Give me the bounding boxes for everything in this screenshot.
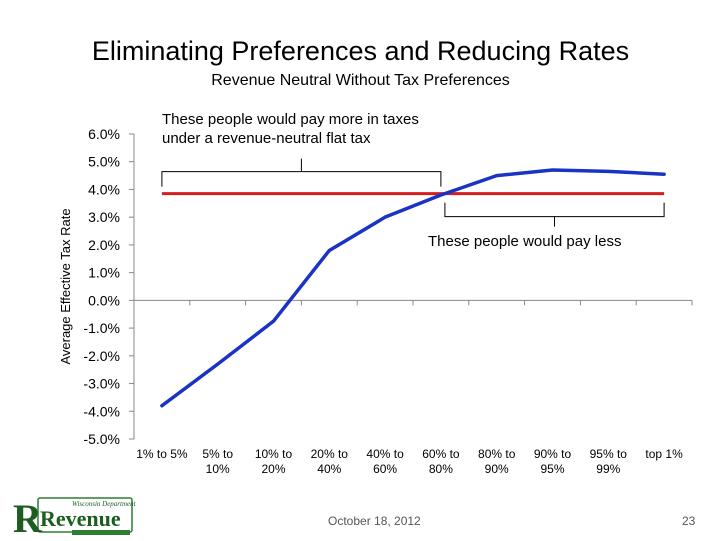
pay-less-annotation: These people would pay less [428,233,622,250]
x-tick-label-line: 90% to [534,447,572,461]
y-tick-label: 1.0% [88,265,120,281]
x-tick-label-line: 95% [540,462,564,476]
brackets [161,158,665,227]
x-tick-label-line: top 1% [645,447,683,461]
data-point [160,404,164,408]
y-axis: 6.0% 5.0% 4.0% 3.0% 2.0% 1.0% 0.0% -1.0% -2.0% -3… [58,126,135,447]
slide-date: October 18, 2012 [328,514,421,528]
x-tick-label-line: 40% [317,462,341,476]
x-tick-label: 95% to 99% [590,447,628,476]
y-tick-label: 2.0% [88,237,120,253]
pay-more-annotation: These people would pay more in taxes und… [162,110,419,148]
x-tick-label-line: 1% to 5% [136,447,188,461]
slide-subtitle: Revenue Neutral Without Tax Preferences [211,72,510,89]
data-point [216,362,220,366]
x-axis: 1% to 5% 5% to 10%10% to 20%20% to 40%40% to… [133,299,693,476]
x-tick-label-line: 40% to [366,447,404,461]
data-point [606,169,610,173]
y-tick-label: -3.0% [83,376,120,392]
x-tick-label-line: 10% to [255,447,293,461]
logo-top-text: Wisconsin Department of [72,500,136,508]
pay-more-bracket [161,158,442,187]
x-tick-label-line: 20% [261,462,285,476]
effective-tax-rate-line [160,168,666,408]
x-tick-label-line: 80% to [478,447,516,461]
x-tick-label: 80% to 90% [478,447,516,476]
x-tick-label: 90% to 95% [534,447,572,476]
data-point [272,319,275,323]
y-tick-label: -2.0% [83,348,120,364]
series [160,168,666,408]
x-tick-label: 5% to 10% [202,447,233,476]
pay-less-bracket [444,202,665,227]
y-tick-label: -4.0% [83,403,120,419]
x-tick-label-line: 90% [485,462,509,476]
x-tick-label-line: 80% [429,462,453,476]
slide-page-number: 23 [682,514,696,528]
x-tick-label-line: 60% to [422,447,460,461]
y-tick-label: 0.0% [88,292,120,308]
y-tick-label: 3.0% [88,209,120,225]
slide-title: Eliminating Preferences and Reducing Rat… [91,36,630,66]
data-point [439,193,443,197]
x-tick-label: 1% to 5% [136,447,188,461]
y-tick-label: 5.0% [88,154,120,170]
y-tick-label: -5.0% [83,431,120,447]
x-tick-label: top 1% [645,447,683,461]
logo-initial: R [13,496,43,538]
x-tick-label-line: 5% to [202,447,233,461]
x-tick-label: 10% to 20% [255,447,293,476]
logo-main-text: Revenue [40,506,121,531]
data-point [383,215,387,219]
y-tick-label: 4.0% [88,181,120,197]
x-tick-label-line: 60% [373,462,397,476]
x-tick-label: 20% to 40% [311,447,349,476]
data-point [327,248,331,252]
x-tick-label: 40% to 60% [366,447,404,476]
x-tick-label-line: 10% [206,462,230,476]
x-tick-label-line: 20% to [311,447,349,461]
x-tick-label-line: 95% to [590,447,628,461]
wisconsin-revenue-logo: R Wisconsin Department of Revenue [13,496,136,538]
pay-more-line-1: These people would pay more in taxes [162,111,419,128]
x-tick-label: 60% to 80% [422,447,460,476]
y-axis-title: Average Effective Tax Rate [58,208,73,364]
y-tick-label: -1.0% [83,320,120,336]
data-point [662,172,666,176]
y-tick-label: 6.0% [88,126,120,142]
x-tick-label-line: 99% [596,462,620,476]
pay-more-line-2: under a revenue-neutral flat tax [162,130,371,147]
data-point [551,168,554,172]
data-point [495,174,499,178]
